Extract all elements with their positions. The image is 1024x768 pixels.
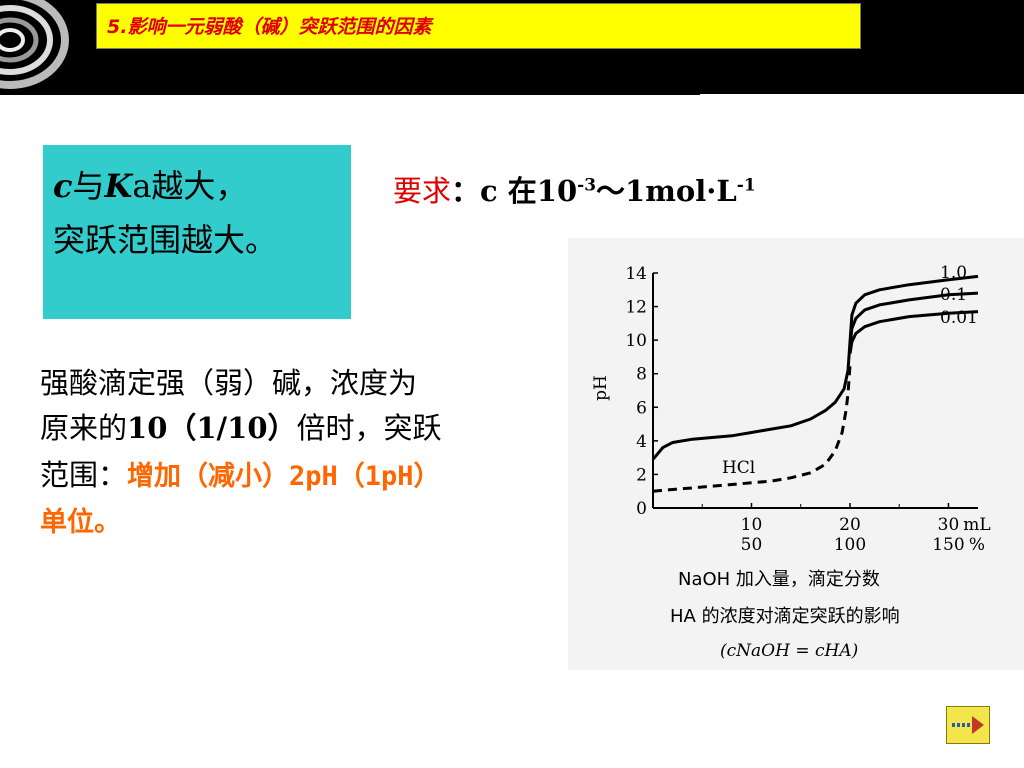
paragraph-line-2: 原来的10（1/10）倍时，突跃 [40,411,442,445]
y-tick-label: 8 [636,365,647,385]
x-tick-label-pct: 100 [834,535,866,555]
y-tick-label: 14 [625,264,647,284]
x-tick-label-ml: 10 [741,515,763,535]
series-label: 1.0 [940,263,967,283]
series-label: 0.1 [940,285,967,305]
x-tick-label-ml: 20 [839,515,861,535]
series-line-1_0 [651,274,979,461]
concentric-circles-logo-icon [0,0,69,89]
paragraph-line-3: 范围：增加（减小）2pH（1pH） [40,458,441,492]
y-tick-label: 4 [636,432,647,452]
conclusion-line-2: 突跃范围越大。 [53,221,278,259]
next-slide-icon[interactable] [946,706,990,744]
series-label: HCl [722,458,755,478]
x-unit-pct: % [969,535,985,555]
series-label: 0.01 [940,308,978,328]
paragraph-line-1: 强酸滴定强（弱）碱，浓度为 [40,366,418,400]
y-tick-label: 10 [625,331,647,351]
x-axis-caption: NaOH 加入量，滴定分数 [678,569,880,590]
x-tick-label-pct: 150 [932,535,964,555]
x-tick-label-pct: 50 [741,535,763,555]
figure-caption: HA 的浓度对滴定突跃的影响 [670,606,900,627]
y-tick-label: 0 [636,499,647,519]
series-line-0_1 [848,291,979,348]
page-title: 5.影响一元弱酸（碱）突跃范围的因素 [107,16,432,38]
figure-formula: (cNaOH = cHA) [720,641,858,661]
y-axis-label: pH [591,375,611,401]
requirement-text: 要求：c 在10-3～1mol·L-1 [393,174,756,208]
conclusion-box: c与Ka越大， 突跃范围越大。 [43,145,351,319]
x-tick-label-ml: 30 [938,515,960,535]
chart-background [568,238,1024,670]
y-tick-label: 12 [625,298,647,318]
divider [700,94,1024,96]
title-banner: 5.影响一元弱酸（碱）突跃范围的因素 [96,3,861,49]
series-line-HCl [652,365,852,493]
y-tick-label: 6 [636,398,647,418]
header-bar: 5.影响一元弱酸（碱）突跃范围的因素 [0,0,1024,95]
x-unit-ml: mL [963,515,990,535]
conclusion-line-1: c与Ka越大， [53,167,248,205]
series-line-0_01 [848,310,979,354]
paragraph-line-4: 单位。 [40,507,121,538]
y-tick-label: 2 [636,465,647,485]
